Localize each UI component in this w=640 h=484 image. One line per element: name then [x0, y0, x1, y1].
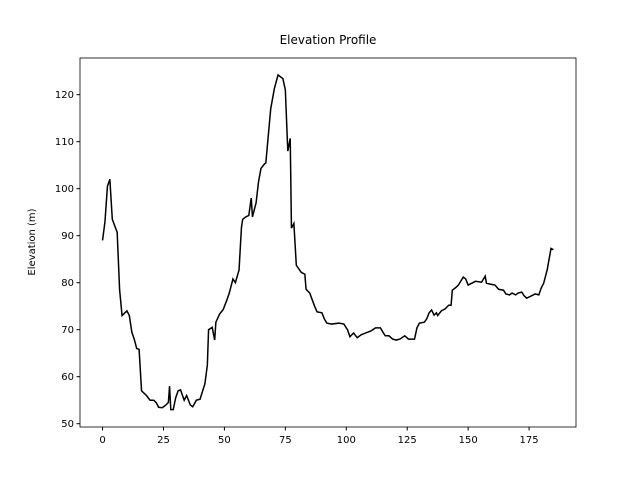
line [101, 73, 554, 411]
y-tick-label: 110 [55, 137, 74, 148]
plot-frame [79, 57, 577, 428]
y-tick-label: 60 [61, 372, 74, 383]
y-tick-label: 70 [61, 325, 74, 336]
y-tick-label: 80 [61, 278, 74, 289]
x-tick-label: 25 [157, 435, 170, 446]
x-tick-label: 50 [218, 435, 231, 446]
x-tick-label: 100 [337, 435, 356, 446]
y-axis-label: Elevation (m) [27, 208, 38, 275]
y-tick-label: 90 [61, 231, 74, 242]
x-tick-label: 0 [99, 435, 105, 446]
x-tick-label: 150 [459, 435, 478, 446]
y-tick-label: 50 [61, 419, 74, 430]
chart-title: Elevation Profile [280, 33, 377, 47]
y-tick-label: 100 [55, 184, 74, 195]
x-tick-label: 75 [279, 435, 292, 446]
y-tick-label: 120 [55, 90, 74, 101]
x-tick-label: 175 [520, 435, 539, 446]
x-tick-label: 125 [398, 435, 417, 446]
